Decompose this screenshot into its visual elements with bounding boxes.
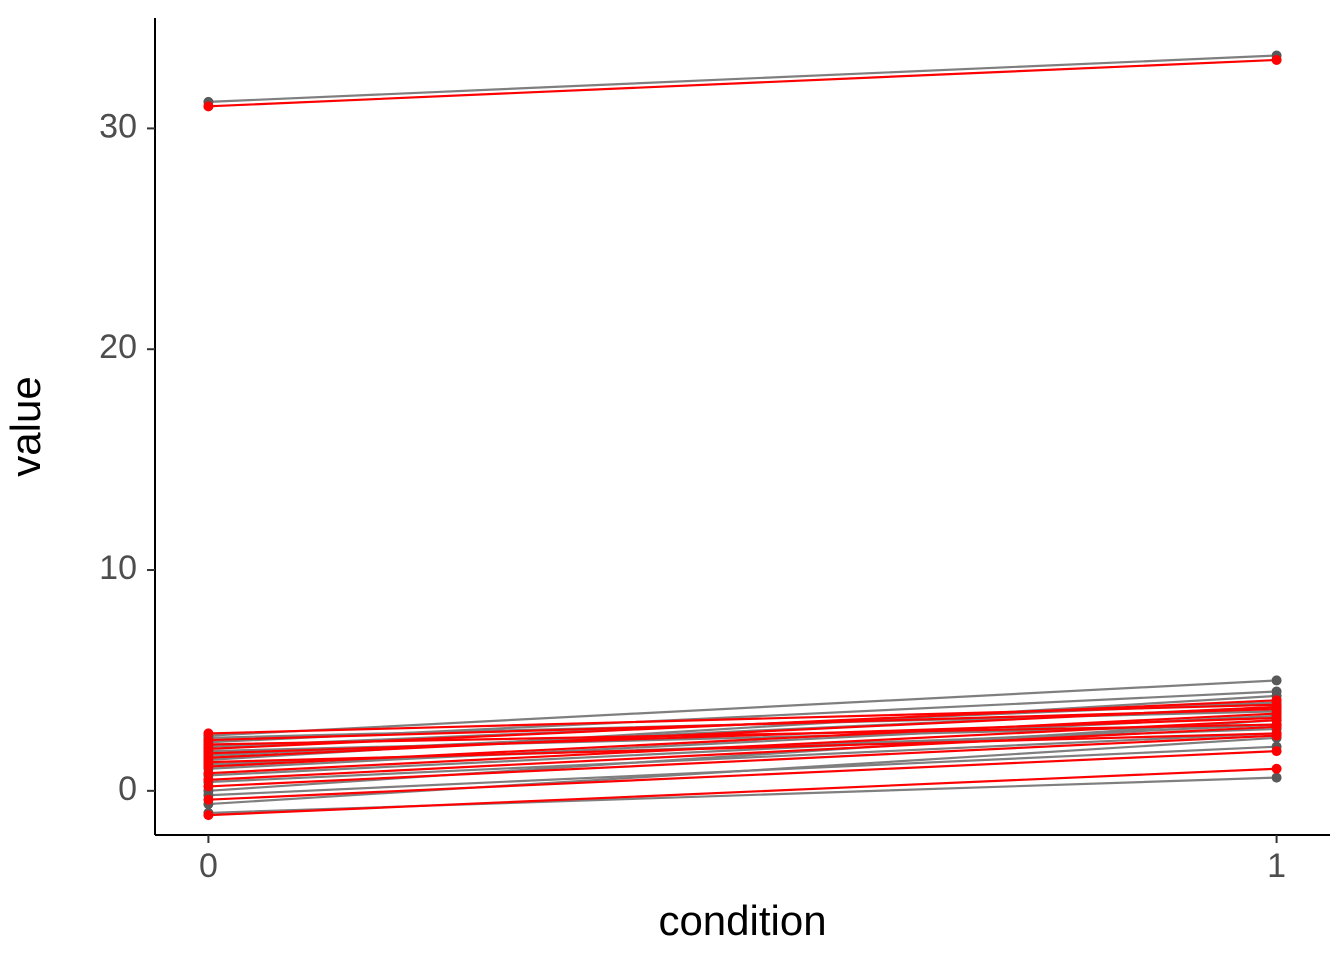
x-tick-label: 0 xyxy=(199,847,218,885)
data-point xyxy=(203,101,213,111)
y-tick-label: 0 xyxy=(118,770,137,808)
data-point xyxy=(203,810,213,820)
data-point xyxy=(1272,773,1282,783)
data-point xyxy=(1272,700,1282,710)
y-axis-title: value xyxy=(2,376,49,476)
y-tick-label: 30 xyxy=(99,107,137,145)
data-point xyxy=(1272,746,1282,756)
paired-line-chart: 0 10 20 30 0 1 value condition xyxy=(0,0,1344,960)
data-point xyxy=(1272,686,1282,696)
data-point xyxy=(1272,720,1282,730)
data-point xyxy=(1272,55,1282,65)
data-point xyxy=(1272,728,1282,738)
x-axis-title: condition xyxy=(658,897,826,944)
x-tick-label: 1 xyxy=(1267,847,1286,885)
data-point xyxy=(1272,764,1282,774)
data-point xyxy=(1272,675,1282,685)
y-tick-label: 10 xyxy=(99,549,137,587)
chart-container: 0 10 20 30 0 1 value condition xyxy=(0,0,1344,960)
data-point xyxy=(203,728,213,738)
data-point xyxy=(203,795,213,805)
y-tick-label: 20 xyxy=(99,328,137,366)
